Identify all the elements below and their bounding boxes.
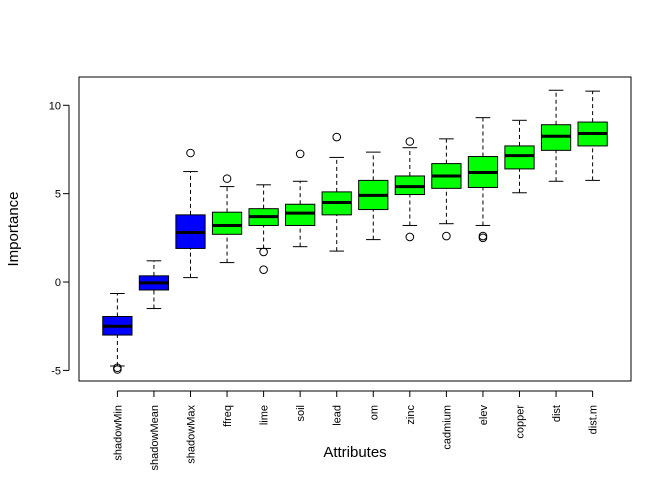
- x-tick-label: lead: [332, 405, 344, 426]
- box-zinc: [394, 137, 425, 242]
- boxplot-series: [102, 89, 608, 374]
- x-tick-label: dist: [551, 405, 563, 422]
- x-tick-label: shadowMin: [112, 405, 124, 461]
- box-shadowMax: [175, 148, 206, 279]
- outlier-point: [113, 365, 122, 374]
- outlier-point: [332, 132, 342, 142]
- y-tick-label: 0: [55, 277, 61, 289]
- outlier-point: [186, 148, 195, 158]
- x-tick-label: shadowMean: [149, 405, 161, 470]
- outlier-point: [222, 174, 232, 183]
- box-om: [358, 151, 389, 241]
- y-axis: -5 0 5 10: [49, 100, 70, 377]
- box-cadmium: [431, 138, 462, 241]
- x-tick-label: ffreq: [222, 405, 234, 427]
- box-iqr: [504, 145, 535, 170]
- y-tick-label: 10: [49, 100, 61, 112]
- outlier-point: [295, 149, 305, 159]
- box-dist-m: [577, 90, 608, 181]
- box-ffreq: [211, 174, 243, 264]
- box-iqr: [211, 211, 243, 235]
- outlier-point: [478, 231, 488, 241]
- x-tick-label: lime: [259, 405, 271, 425]
- box-shadowMean: [138, 260, 170, 310]
- outlier-point: [442, 231, 451, 241]
- x-tick-label: copper: [515, 405, 527, 439]
- x-tick-label: soil: [295, 405, 307, 422]
- box-lime: [248, 184, 279, 274]
- plot-frame: [78, 76, 632, 382]
- outlier-point: [259, 265, 268, 274]
- box-copper: [504, 119, 535, 194]
- x-axis: shadowMin shadowMean shadowMax ffreq lime soi…: [112, 390, 600, 470]
- x-tick-label: cadmium: [441, 405, 453, 450]
- x-tick-label: shadowMax: [185, 405, 197, 464]
- y-tick-label: 5: [55, 189, 61, 201]
- outlier-point: [259, 247, 268, 257]
- box-soil: [285, 149, 316, 248]
- outlier-point: [405, 137, 415, 146]
- x-tick-label: zinc: [405, 405, 417, 425]
- x-tick-label: elev: [478, 405, 490, 426]
- outlier-point: [405, 232, 415, 242]
- y-axis-title: Importance: [5, 191, 22, 266]
- box-iqr: [285, 203, 316, 226]
- y-tick-label: -5: [51, 365, 61, 377]
- box-dist: [540, 89, 572, 182]
- box-shadowMin: [102, 293, 133, 374]
- box-elev: [467, 117, 499, 243]
- outlier-point: [478, 233, 488, 243]
- box-lead: [321, 132, 352, 252]
- x-tick-label: dist.m: [588, 405, 600, 434]
- x-tick-label: om: [368, 405, 380, 420]
- x-axis-title: Attributes: [323, 444, 386, 461]
